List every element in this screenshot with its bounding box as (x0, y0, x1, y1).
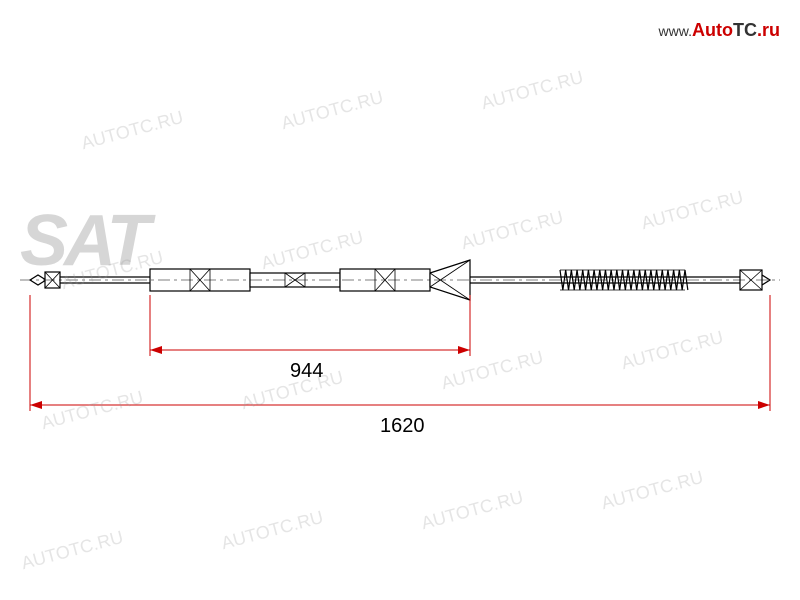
technical-drawing (0, 0, 800, 600)
dimension-label: 944 (290, 360, 323, 383)
dimension-label: 1620 (380, 415, 425, 438)
